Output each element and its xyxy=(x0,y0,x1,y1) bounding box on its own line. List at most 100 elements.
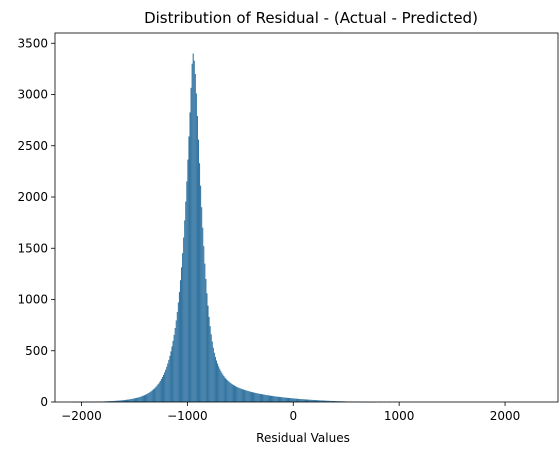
histogram-bar xyxy=(173,334,175,402)
histogram-bar xyxy=(138,397,140,402)
histogram-bar xyxy=(322,400,324,402)
histogram-bar xyxy=(171,346,173,402)
histogram-bar xyxy=(208,316,210,402)
histogram-bar xyxy=(165,369,167,402)
histogram-bar xyxy=(274,396,276,402)
histogram-bar xyxy=(305,399,308,402)
histogram-bar xyxy=(156,385,158,402)
histogram-bar xyxy=(326,400,328,402)
histogram-bar xyxy=(220,370,222,402)
histogram-bar xyxy=(302,399,304,402)
histogram-bar xyxy=(114,400,116,402)
histogram-bar xyxy=(116,400,118,402)
histogram-bar xyxy=(129,399,131,402)
histogram-bar xyxy=(163,374,165,402)
histogram-bar xyxy=(273,396,275,402)
histogram-bar xyxy=(123,400,125,402)
histogram-bar xyxy=(146,394,148,402)
histogram-bar xyxy=(245,390,247,402)
histogram-bar xyxy=(231,384,233,402)
histogram-bar xyxy=(127,399,129,402)
histogram-bar xyxy=(299,399,301,402)
y-tick-label: 1500 xyxy=(17,241,48,255)
histogram-bar xyxy=(228,381,230,402)
histogram-bar xyxy=(264,394,266,402)
histogram-bar xyxy=(112,400,114,402)
histogram-bar xyxy=(149,392,151,402)
histogram-bar xyxy=(272,395,274,402)
histogram-bar xyxy=(119,400,121,402)
histogram-bar xyxy=(125,399,128,402)
histogram-bar xyxy=(137,397,139,402)
histogram-bar xyxy=(311,399,313,402)
y-tick-label: 3500 xyxy=(17,36,48,50)
histogram-bar xyxy=(161,376,164,402)
histogram-bar xyxy=(316,400,318,402)
histogram-bar xyxy=(235,386,237,402)
x-axis-label: Residual Values xyxy=(256,431,350,445)
histogram-bar xyxy=(169,355,171,403)
histogram-bar xyxy=(258,393,260,402)
histogram-bar xyxy=(307,399,309,402)
histogram-bar xyxy=(243,389,245,402)
histogram-bar xyxy=(312,399,314,402)
histogram-bar xyxy=(185,201,187,402)
histogram-bar xyxy=(222,374,224,402)
histogram-bar xyxy=(113,400,115,402)
histogram-bar xyxy=(193,60,195,403)
histogram-bar xyxy=(170,351,172,402)
histogram-bar xyxy=(255,392,257,402)
histogram-bar xyxy=(256,393,258,402)
histogram-bar xyxy=(242,389,244,402)
histogram-bar xyxy=(298,398,300,402)
histogram-bar xyxy=(204,263,206,403)
histogram-bar xyxy=(151,390,153,402)
histogram-bar xyxy=(268,395,270,402)
histogram-bar xyxy=(259,393,261,402)
histogram-bar xyxy=(189,112,191,402)
y-tick-label: 3000 xyxy=(17,88,48,102)
histogram-bar xyxy=(179,280,182,402)
y-tick-label: 500 xyxy=(25,344,48,358)
y-axis: 0 500 1000 1500 2000 2500 3000 3500 xyxy=(17,36,55,409)
histogram-bar xyxy=(254,392,256,402)
histogram-bar xyxy=(285,397,287,402)
histogram-bar xyxy=(263,394,265,402)
histogram-bar xyxy=(320,400,322,402)
histogram-bar xyxy=(279,396,281,402)
histogram-bar xyxy=(321,400,323,402)
histogram-bar xyxy=(178,291,180,402)
histogram-bar xyxy=(289,398,291,402)
histogram-bar xyxy=(135,398,137,402)
histogram-bar xyxy=(315,400,317,402)
histogram-bar xyxy=(271,395,273,402)
histogram-bar xyxy=(292,398,294,402)
histogram-bar xyxy=(247,391,249,402)
histogram-bar xyxy=(309,399,311,402)
histogram-bar xyxy=(267,395,269,402)
histogram-bar xyxy=(291,398,293,402)
bar-group xyxy=(71,53,395,403)
histogram-bar xyxy=(325,400,327,402)
histogram-bar xyxy=(206,293,208,402)
histogram-bar xyxy=(262,394,264,402)
histogram-bar xyxy=(205,279,207,402)
histogram-bar xyxy=(148,392,150,402)
x-axis: −2000 −1000 0 1000 2000 xyxy=(61,402,520,423)
y-tick-label: 0 xyxy=(40,395,48,409)
x-tick-label: −2000 xyxy=(61,409,102,423)
histogram-bar xyxy=(153,388,155,402)
histogram-bar xyxy=(115,400,117,402)
histogram-bar xyxy=(107,401,110,402)
histogram-bar xyxy=(164,372,166,402)
histogram-bar xyxy=(246,390,248,402)
histogram-bar xyxy=(168,359,170,402)
histogram-bar xyxy=(203,246,205,402)
histogram-bar xyxy=(190,87,192,402)
histogram-bar xyxy=(250,391,252,402)
histogram-bar xyxy=(140,396,142,402)
histogram-bar xyxy=(121,400,123,402)
histogram-bar xyxy=(282,397,284,402)
histogram-bar xyxy=(167,363,169,402)
histogram-bar xyxy=(330,400,332,402)
